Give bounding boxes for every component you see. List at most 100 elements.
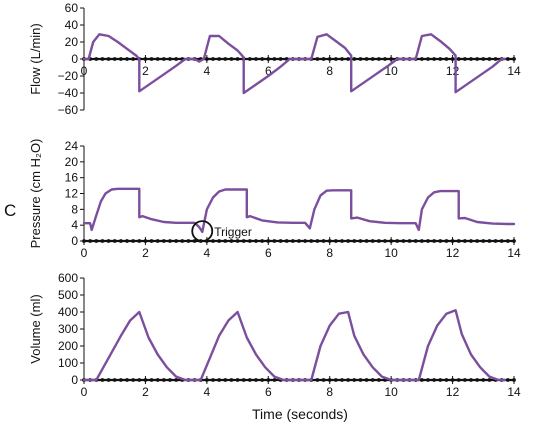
x-tick-label: 8 — [326, 385, 333, 399]
baseline-dot — [161, 239, 166, 243]
y-tick-label: 20 — [65, 155, 79, 169]
baseline-dot — [364, 378, 369, 382]
baseline-dot — [456, 57, 461, 61]
x-tick-label: 10 — [384, 385, 398, 399]
baseline-dot — [131, 239, 136, 243]
baseline-dot — [469, 57, 473, 61]
baseline-dot — [376, 239, 381, 243]
x-tick-label: 2 — [142, 246, 149, 260]
baseline-dot — [278, 239, 283, 243]
baseline-dot — [137, 378, 142, 382]
baseline-dot — [376, 378, 381, 382]
y-axis-label: Pressure (cm H₂O) — [28, 139, 43, 249]
x-tick-label: 6 — [265, 385, 272, 399]
baseline-dot — [278, 57, 283, 61]
baseline-dot — [346, 239, 351, 243]
baseline-dot — [309, 239, 314, 243]
baseline-dot — [100, 239, 105, 243]
baseline-dot — [247, 239, 252, 243]
baseline-dot — [358, 239, 363, 243]
y-tick-label: 12 — [65, 187, 79, 201]
baseline-dot — [174, 57, 179, 61]
baseline-dot — [235, 378, 240, 382]
baseline-dot — [211, 57, 215, 61]
baseline-dot — [168, 239, 172, 243]
baseline-dot — [407, 239, 412, 243]
baseline-dot — [217, 378, 222, 382]
trigger-circle — [191, 220, 214, 243]
baseline-dot — [438, 378, 443, 382]
baseline-dot — [272, 239, 277, 243]
y-tick-label: 0 — [71, 234, 78, 248]
baseline-dot — [426, 57, 430, 61]
baseline-dot — [444, 378, 449, 382]
baseline-dot — [370, 239, 375, 243]
y-tick-label: 0 — [71, 373, 78, 387]
baseline-dot — [358, 57, 363, 61]
y-axis-label: Flow (L/min) — [28, 23, 43, 95]
baseline-dot — [174, 239, 179, 243]
baseline-dot — [426, 239, 430, 243]
y-tick-label: 60 — [65, 1, 79, 15]
baseline-dot — [462, 378, 467, 382]
baseline-dot — [106, 57, 111, 61]
baseline-dot — [235, 239, 240, 243]
baseline-dot — [456, 378, 461, 382]
baseline-dot — [340, 57, 344, 61]
y-tick-label: 24 — [65, 139, 79, 153]
baseline-dot — [155, 57, 160, 61]
y-tick-label: 8 — [71, 202, 78, 216]
x-tick-label: 12 — [446, 385, 460, 399]
baseline-dot — [88, 239, 93, 243]
baseline-dot — [426, 378, 430, 382]
baseline-dot — [333, 378, 338, 382]
y-tick-label: −20 — [58, 69, 79, 83]
baseline-dot — [413, 239, 418, 243]
baseline-dot — [241, 378, 246, 382]
baseline-dot — [235, 57, 240, 61]
y-tick-label: −60 — [58, 103, 79, 117]
baseline-dot — [475, 378, 480, 382]
baseline-dot — [155, 239, 160, 243]
baseline-dot — [260, 239, 265, 243]
baseline-dot — [284, 239, 289, 243]
baseline-dot — [118, 57, 123, 61]
baseline-dot — [125, 378, 129, 382]
x-tick-label: 4 — [204, 64, 211, 78]
baseline-dot — [223, 378, 228, 382]
baseline-dot — [321, 239, 326, 243]
x-tick-label: 2 — [142, 385, 149, 399]
baseline-dot — [149, 57, 154, 61]
baseline-dot — [505, 378, 510, 382]
baseline-dot — [370, 378, 375, 382]
x-tick-label: 14 — [507, 64, 521, 78]
baseline-dot — [352, 378, 357, 382]
baseline-dot — [112, 378, 117, 382]
baseline-dot — [346, 378, 351, 382]
series-line-0 — [82, 187, 516, 234]
baseline-dot — [370, 57, 375, 61]
baseline-dot — [254, 378, 258, 382]
trigger-label: Trigger — [214, 225, 252, 239]
baseline-dot — [438, 57, 443, 61]
baseline-dot — [106, 239, 111, 243]
y-tick-label: 500 — [58, 288, 78, 302]
y-tick-label: 0 — [71, 52, 78, 66]
baseline-dot — [315, 239, 320, 243]
panel-letter: C — [4, 201, 16, 220]
baseline-dot — [229, 378, 234, 382]
x-tick-label: 2 — [142, 64, 149, 78]
baseline-dot — [469, 239, 473, 243]
baseline-dot — [168, 57, 172, 61]
baseline-dot — [321, 57, 326, 61]
baseline-dot — [106, 378, 111, 382]
baseline-dot — [487, 239, 492, 243]
x-tick-label: 12 — [446, 246, 460, 260]
x-tick-label: 4 — [204, 385, 211, 399]
baseline-dot — [94, 239, 99, 243]
baseline-dot — [161, 57, 166, 61]
x-tick-label: 0 — [81, 385, 88, 399]
baseline-dot — [254, 239, 258, 243]
